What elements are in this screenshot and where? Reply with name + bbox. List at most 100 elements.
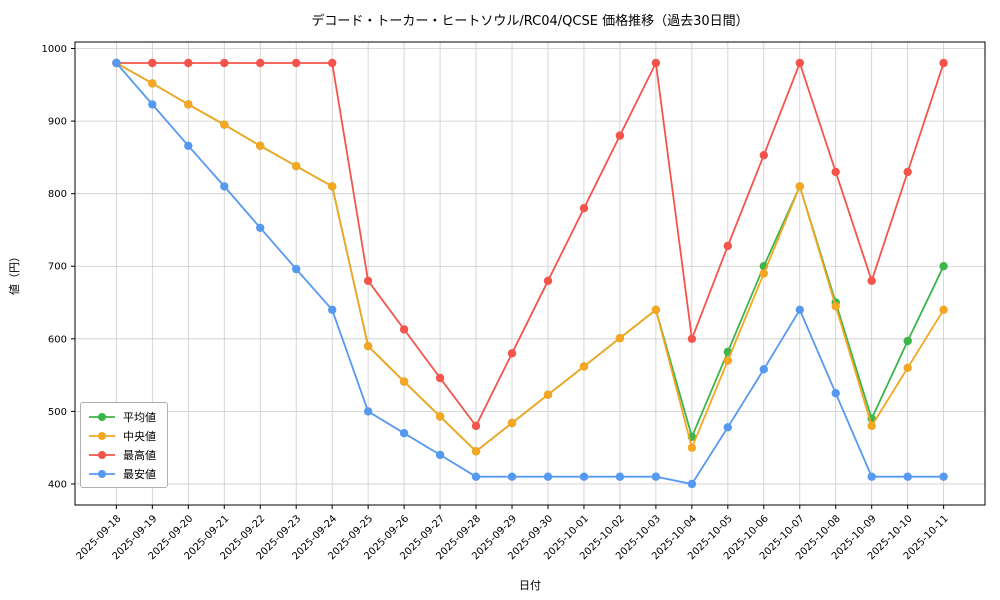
legend-item-最高値: 最高値 (88, 446, 156, 463)
data-point-中央値 (615, 333, 625, 343)
y-tick-label: 400 (48, 479, 67, 490)
data-point-最安値 (615, 472, 625, 481)
data-point-中央値 (220, 120, 229, 129)
grid-lines (75, 42, 985, 505)
y-tick-label: 600 (48, 334, 67, 345)
data-point-中央値 (292, 161, 301, 171)
data-point-最高値 (579, 204, 589, 213)
data-point-中央値 (543, 390, 553, 399)
y-tick-label: 500 (48, 407, 67, 418)
data-point-最高値 (651, 58, 661, 68)
data-point-最高値 (471, 421, 481, 431)
legend-label: 平均値 (123, 410, 156, 424)
data-point-最高値 (795, 58, 804, 68)
data-point-最安値 (435, 450, 445, 460)
chart-title: デコード・トーカー・ヒートソウル/RC04/QCSE 価格推移（過去30日間） (311, 13, 748, 29)
data-point-最安値 (795, 305, 804, 314)
data-point-最安値 (184, 141, 193, 150)
data-point-中央値 (723, 356, 732, 365)
data-point-最安値 (759, 365, 768, 374)
data-point-最安値 (148, 100, 157, 109)
data-point-最安値 (328, 305, 337, 314)
data-point-最高値 (220, 58, 229, 68)
data-point-中央値 (184, 100, 193, 109)
y-tick-label: 700 (48, 262, 67, 273)
data-point-最高値 (363, 276, 373, 285)
data-point-最安値 (507, 472, 517, 481)
data-point-最安値 (112, 58, 121, 68)
legend-item-平均値: 平均値 (88, 408, 156, 425)
data-point-最安値 (471, 472, 481, 481)
data-point-最高値 (687, 334, 697, 343)
data-point-最安値 (939, 472, 948, 481)
data-point-平均値 (939, 262, 948, 271)
data-point-最高値 (723, 241, 732, 251)
data-point-中央値 (687, 443, 697, 452)
data-point-中央値 (867, 421, 876, 431)
data-point-最高値 (184, 58, 193, 68)
data-point-最高値 (148, 58, 157, 68)
data-point-平均値 (903, 336, 912, 346)
data-point-中央値 (328, 182, 337, 191)
data-point-中央値 (795, 182, 804, 191)
legend-marker-icon (89, 469, 115, 478)
data-point-最安値 (867, 472, 876, 481)
data-point-最安値 (220, 182, 229, 191)
data-point-最高値 (831, 167, 840, 177)
data-point-最高値 (759, 151, 768, 160)
series-layer (112, 58, 948, 489)
data-point-中央値 (256, 141, 265, 150)
data-point-最安値 (363, 407, 373, 416)
data-point-最高値 (867, 276, 876, 285)
data-point-最高値 (328, 58, 337, 68)
data-point-最高値 (399, 325, 409, 334)
data-point-中央値 (507, 418, 517, 428)
data-point-最高値 (507, 349, 517, 358)
data-point-最安値 (831, 389, 840, 398)
data-point-最高値 (292, 58, 301, 68)
data-point-最高値 (939, 58, 948, 68)
data-point-最安値 (651, 472, 661, 481)
y-tick-label: 800 (48, 189, 67, 200)
data-point-中央値 (471, 447, 481, 456)
legend-marker-icon (89, 412, 115, 421)
x-axis-label: 日付 (519, 579, 541, 592)
data-point-最安値 (723, 423, 732, 432)
data-point-中央値 (903, 363, 912, 372)
data-point-中央値 (939, 305, 948, 314)
data-point-中央値 (363, 341, 373, 351)
data-point-最安値 (687, 479, 697, 489)
data-point-最安値 (292, 264, 301, 274)
series-line-最高値 (116, 59, 945, 428)
data-point-最高値 (903, 167, 912, 177)
series-line-中央値 (115, 62, 945, 453)
data-point-最高値 (256, 58, 265, 68)
data-point-最安値 (903, 472, 912, 481)
data-point-中央値 (435, 412, 445, 421)
legend: 平均値中央値最高値最安値 (80, 402, 168, 488)
data-point-最安値 (256, 223, 265, 232)
legend-label: 最高値 (123, 448, 156, 462)
data-point-最高値 (543, 276, 553, 285)
legend-marker-icon (89, 450, 115, 459)
legend-label: 中央値 (123, 429, 156, 443)
legend-item-中央値: 中央値 (88, 427, 156, 444)
y-tick-label: 1000 (42, 44, 67, 55)
legend-label: 最安値 (123, 467, 156, 481)
y-tick-label: 900 (48, 117, 67, 128)
y-axis-label: 値（円） (8, 251, 21, 295)
data-point-中央値 (399, 377, 409, 386)
data-point-最安値 (579, 472, 589, 481)
plot-border (74, 41, 986, 506)
series-line-最安値 (115, 62, 944, 486)
data-point-中央値 (651, 305, 661, 314)
data-point-中央値 (759, 269, 768, 278)
data-point-最安値 (399, 429, 409, 438)
data-point-中央値 (579, 362, 589, 371)
data-point-中央値 (831, 302, 840, 311)
data-point-中央値 (148, 79, 157, 88)
legend-item-最安値: 最安値 (88, 465, 156, 482)
data-point-最高値 (615, 131, 625, 140)
